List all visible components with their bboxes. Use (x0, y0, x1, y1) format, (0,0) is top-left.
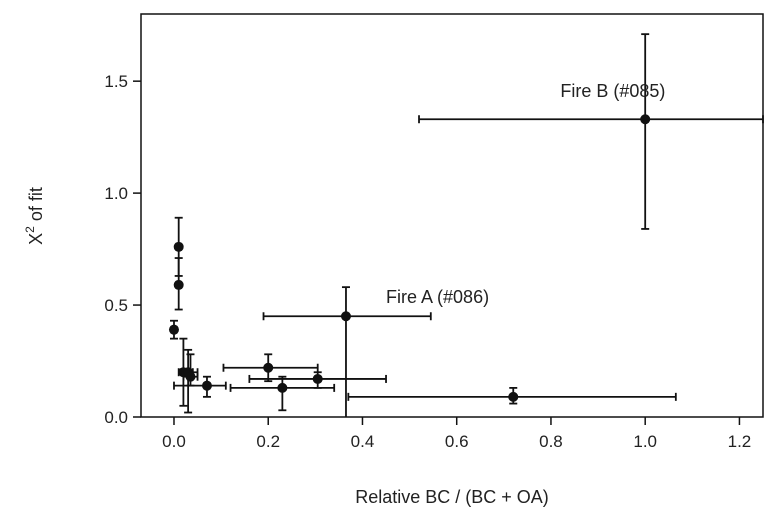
annotation-label: Fire B (#085) (560, 81, 665, 101)
y-axis-label: X2 of fit (23, 187, 46, 245)
marker (340, 311, 351, 322)
marker (173, 279, 184, 290)
y-axis-label-superscript: 2 (23, 226, 37, 233)
marker (173, 241, 184, 252)
data-points (168, 33, 764, 417)
x-axis-ticks: 0.0 0.2 0.4 0.6 0.8 1.0 1.2 (162, 417, 751, 451)
marker (277, 382, 288, 393)
data-point (222, 353, 319, 383)
marker (312, 373, 323, 384)
x-tick-label: 0.8 (539, 432, 563, 451)
data-point (347, 386, 677, 405)
annotation-label: Fire A (#086) (386, 287, 489, 307)
data-point (418, 33, 764, 230)
data-point (173, 375, 227, 398)
x-tick-label: 0.0 (162, 432, 186, 451)
marker (201, 380, 212, 391)
data-point (248, 371, 387, 389)
marker (508, 391, 519, 402)
data-point (182, 353, 199, 387)
y-tick-label: 1.0 (104, 184, 128, 203)
data-point (168, 319, 179, 340)
y-axis-label-tail: of fit (26, 187, 46, 226)
data-point (262, 286, 432, 417)
marker (168, 324, 179, 335)
x-axis-label: Relative BC / (BC + OA) (355, 487, 549, 507)
x-tick-label: 1.2 (728, 432, 752, 451)
marker (185, 371, 196, 382)
plot-frame (140, 13, 764, 418)
data-point (173, 257, 184, 311)
x-tick-label: 0.4 (351, 432, 375, 451)
y-axis-ticks: 0.0 0.5 1.0 1.5 (104, 72, 141, 427)
marker (263, 362, 274, 373)
marker (640, 114, 651, 125)
x-tick-label: 1.0 (633, 432, 657, 451)
y-axis-label-main: X (26, 233, 46, 245)
x-tick-label: 0.6 (445, 432, 469, 451)
annotations: Fire B (#085) Fire A (#086) (386, 81, 665, 307)
x-tick-label: 0.2 (256, 432, 280, 451)
y-tick-label: 0.0 (104, 408, 128, 427)
y-tick-label: 0.5 (104, 296, 128, 315)
y-tick-label: 1.5 (104, 72, 128, 91)
